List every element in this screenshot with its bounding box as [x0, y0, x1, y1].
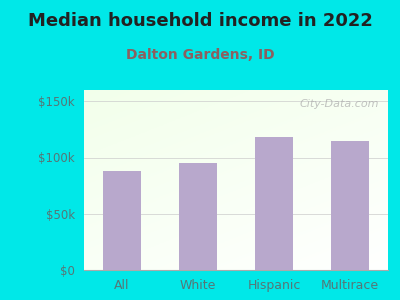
Bar [103, 171, 141, 270]
Bar [331, 141, 369, 270]
Text: Median household income in 2022: Median household income in 2022 [28, 12, 372, 30]
Bar [179, 163, 217, 270]
Text: Dalton Gardens, ID: Dalton Gardens, ID [126, 48, 274, 62]
Text: City-Data.com: City-Data.com [299, 99, 379, 109]
Bar [255, 137, 293, 270]
